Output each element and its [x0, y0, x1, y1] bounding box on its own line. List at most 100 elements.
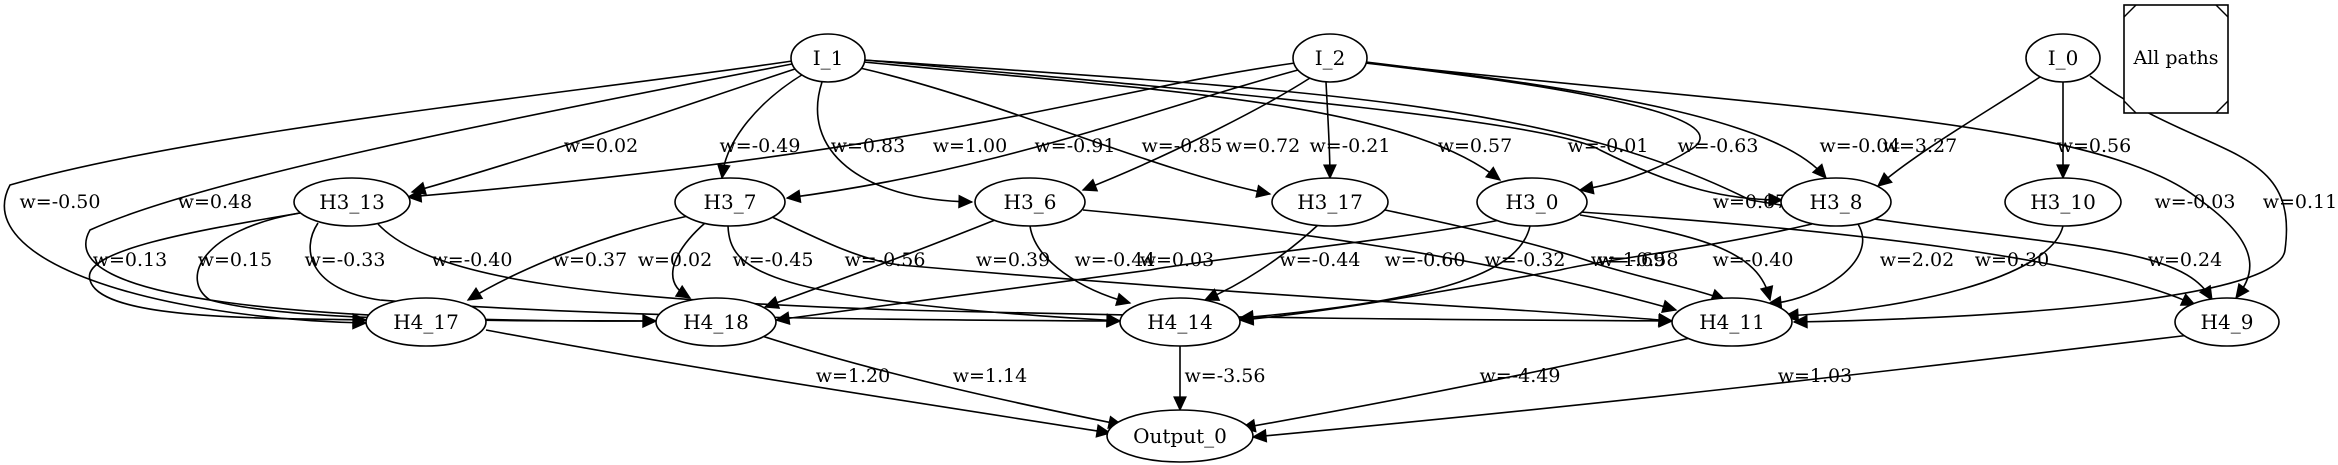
- node-i-0: I_0: [2025, 33, 2101, 83]
- node-label: H4_9: [2201, 310, 2254, 334]
- edge-h4-11-to-output-0: w=-4.49: [1240, 337, 1691, 433]
- arrowhead: [1657, 312, 1674, 327]
- edge-weight-label: w=0.02: [564, 135, 639, 157]
- edge-h3-8-to-h4-14: w=1.69: [1238, 223, 1813, 326]
- node-shape: [1780, 177, 1892, 227]
- arrowhead: [2179, 293, 2197, 306]
- edge-weight-label: w=3.27: [1883, 135, 1958, 157]
- arrowhead: [466, 287, 484, 301]
- legend-box: All paths: [2123, 4, 2229, 114]
- edge-h3-0-to-h4-18: w=0.03: [774, 219, 1501, 326]
- node-h4-18: H4_18: [655, 297, 777, 347]
- edge-weight-label: w=1.14: [953, 365, 1028, 387]
- edge-i-1-to-h4-9: w=0.67: [863, 59, 2213, 302]
- edge-line: [1877, 76, 2041, 187]
- edge-i-0-to-h3-10: w=0.56: [2056, 82, 2132, 180]
- node-shape: [1476, 177, 1588, 227]
- node-h4-11: H4_11: [1671, 297, 1793, 347]
- node-label: Output_0: [1133, 424, 1227, 448]
- edge-h3-7-to-h4-18: w=0.02: [638, 222, 713, 299]
- node-h3-13: H3_13: [293, 177, 411, 227]
- arrowhead: [958, 194, 974, 209]
- edge-weight-label: w=-0.04: [1820, 135, 1901, 157]
- edge-line: [196, 212, 657, 322]
- edge-line: [1082, 209, 1677, 311]
- edge-h3-17-to-h4-14: w=-0.44: [1203, 224, 1361, 301]
- edge-i-0-to-h4-11: w=0.11: [1792, 75, 2337, 329]
- node-label: H3_6: [1004, 190, 1057, 214]
- edge-weight-label: w=-0.91: [1035, 135, 1116, 157]
- edge-weight-label: w=0.56: [2057, 135, 2132, 157]
- arrowhead: [642, 313, 658, 328]
- node-label: H4_11: [1699, 310, 1765, 334]
- edge-weight-label: w=0.37: [553, 249, 628, 271]
- arrowhead: [1173, 396, 1187, 412]
- edge-i-0-to-h3-8: w=3.27: [1876, 76, 2041, 187]
- node-label: H3_7: [704, 190, 757, 214]
- edge-weight-label: w=-0.21: [1310, 135, 1391, 157]
- edge-weight-label: w=-0.63: [1678, 135, 1759, 157]
- node-label: H4_14: [1147, 310, 1213, 334]
- edge-h3-13-to-h4-17: w=0.13: [88, 212, 368, 327]
- node-label: H3_17: [1297, 190, 1363, 214]
- edge-i-2-to-h3-0: w=-0.63: [1364, 62, 1759, 195]
- edge-weight-label: w=-0.49: [720, 135, 801, 157]
- edge-weight-label: w=1.69: [1591, 249, 1666, 271]
- edge-line: [727, 225, 1121, 322]
- edge-line: [1029, 225, 1131, 304]
- edge-h3-6-to-h4-14: w=-0.44: [1029, 225, 1155, 307]
- node-shape: [1119, 297, 1241, 347]
- node-shape: [2004, 177, 2122, 227]
- edge-line: [1767, 223, 1864, 305]
- edge-line: [377, 223, 1673, 322]
- edge-h3-8-to-h4-11: w=2.02: [1766, 223, 1954, 310]
- arrowhead: [763, 295, 781, 309]
- arrowhead: [2235, 282, 2250, 300]
- arrowhead: [1578, 180, 1595, 195]
- edge-weight-label: w=-0.33: [305, 249, 386, 271]
- node-label: I_2: [1315, 46, 1346, 70]
- edge-weight-label: w=1.03: [1778, 365, 1853, 387]
- arrowhead: [785, 189, 802, 204]
- node-label: I_0: [2048, 46, 2079, 70]
- edge-h3-7-to-h4-17: w=0.37: [466, 215, 689, 301]
- nodes-layer: I_1 I_2 I_0 H3_13 H3_7 H3_6 H3_17 H3_0 H3_8 H3_10…: [293, 33, 2280, 463]
- arrowhead: [1876, 171, 1893, 187]
- edge-line: [411, 67, 799, 193]
- edge-line: [1579, 211, 2196, 306]
- edge-line: [761, 335, 1123, 426]
- node-label: H3_0: [1506, 190, 1559, 214]
- edge-line: [1241, 337, 1691, 429]
- edge-weight-label: w=-3.56: [1185, 365, 1266, 387]
- edge-line: [1252, 334, 2191, 438]
- arrowhead: [1203, 288, 1221, 301]
- node-i-2: I_2: [1292, 33, 1368, 83]
- arrowhead: [1811, 163, 1827, 180]
- edge-line: [863, 61, 1501, 181]
- edge-h3-10-to-h4-11: w=0.30: [1783, 225, 2064, 323]
- edge-weight-label: w=-0.44: [1280, 249, 1361, 271]
- arrowhead: [2056, 164, 2070, 180]
- edge-line: [1239, 225, 1531, 319]
- node-i-1: I_1: [790, 33, 866, 83]
- node-shape: [674, 177, 786, 227]
- edge-weight-label: w=0.02: [638, 249, 713, 271]
- node-label: H4_18: [683, 310, 749, 334]
- node-label: H3_10: [2030, 190, 2096, 214]
- arrowhead: [674, 284, 692, 299]
- arrowhead: [1322, 164, 1337, 180]
- edge-i-2-to-h3-13: w=1.00: [406, 62, 1296, 203]
- edge-weight-label: w=0.83: [831, 135, 906, 157]
- node-shape: [974, 177, 1086, 227]
- edge-weight-label: w=-0.03: [2155, 191, 2236, 213]
- node-h3-6: H3_6: [974, 177, 1086, 227]
- edge-i-2-to-h3-8: w=-0.04: [1365, 61, 1901, 180]
- arrowhead: [716, 163, 731, 180]
- node-label: H3_8: [1810, 190, 1863, 214]
- edge-h3-6-to-h4-18: w=0.39: [763, 219, 1050, 309]
- edge-i-2-to-h3-7: w=-0.91: [785, 69, 1299, 204]
- arrowhead: [1238, 311, 1255, 326]
- edge-weight-label: w=-0.40: [432, 249, 513, 271]
- edge-i-2-to-h3-6: w=0.72: [1081, 77, 1311, 192]
- edge-h4-17-to-output-0: w=1.20: [485, 329, 1112, 438]
